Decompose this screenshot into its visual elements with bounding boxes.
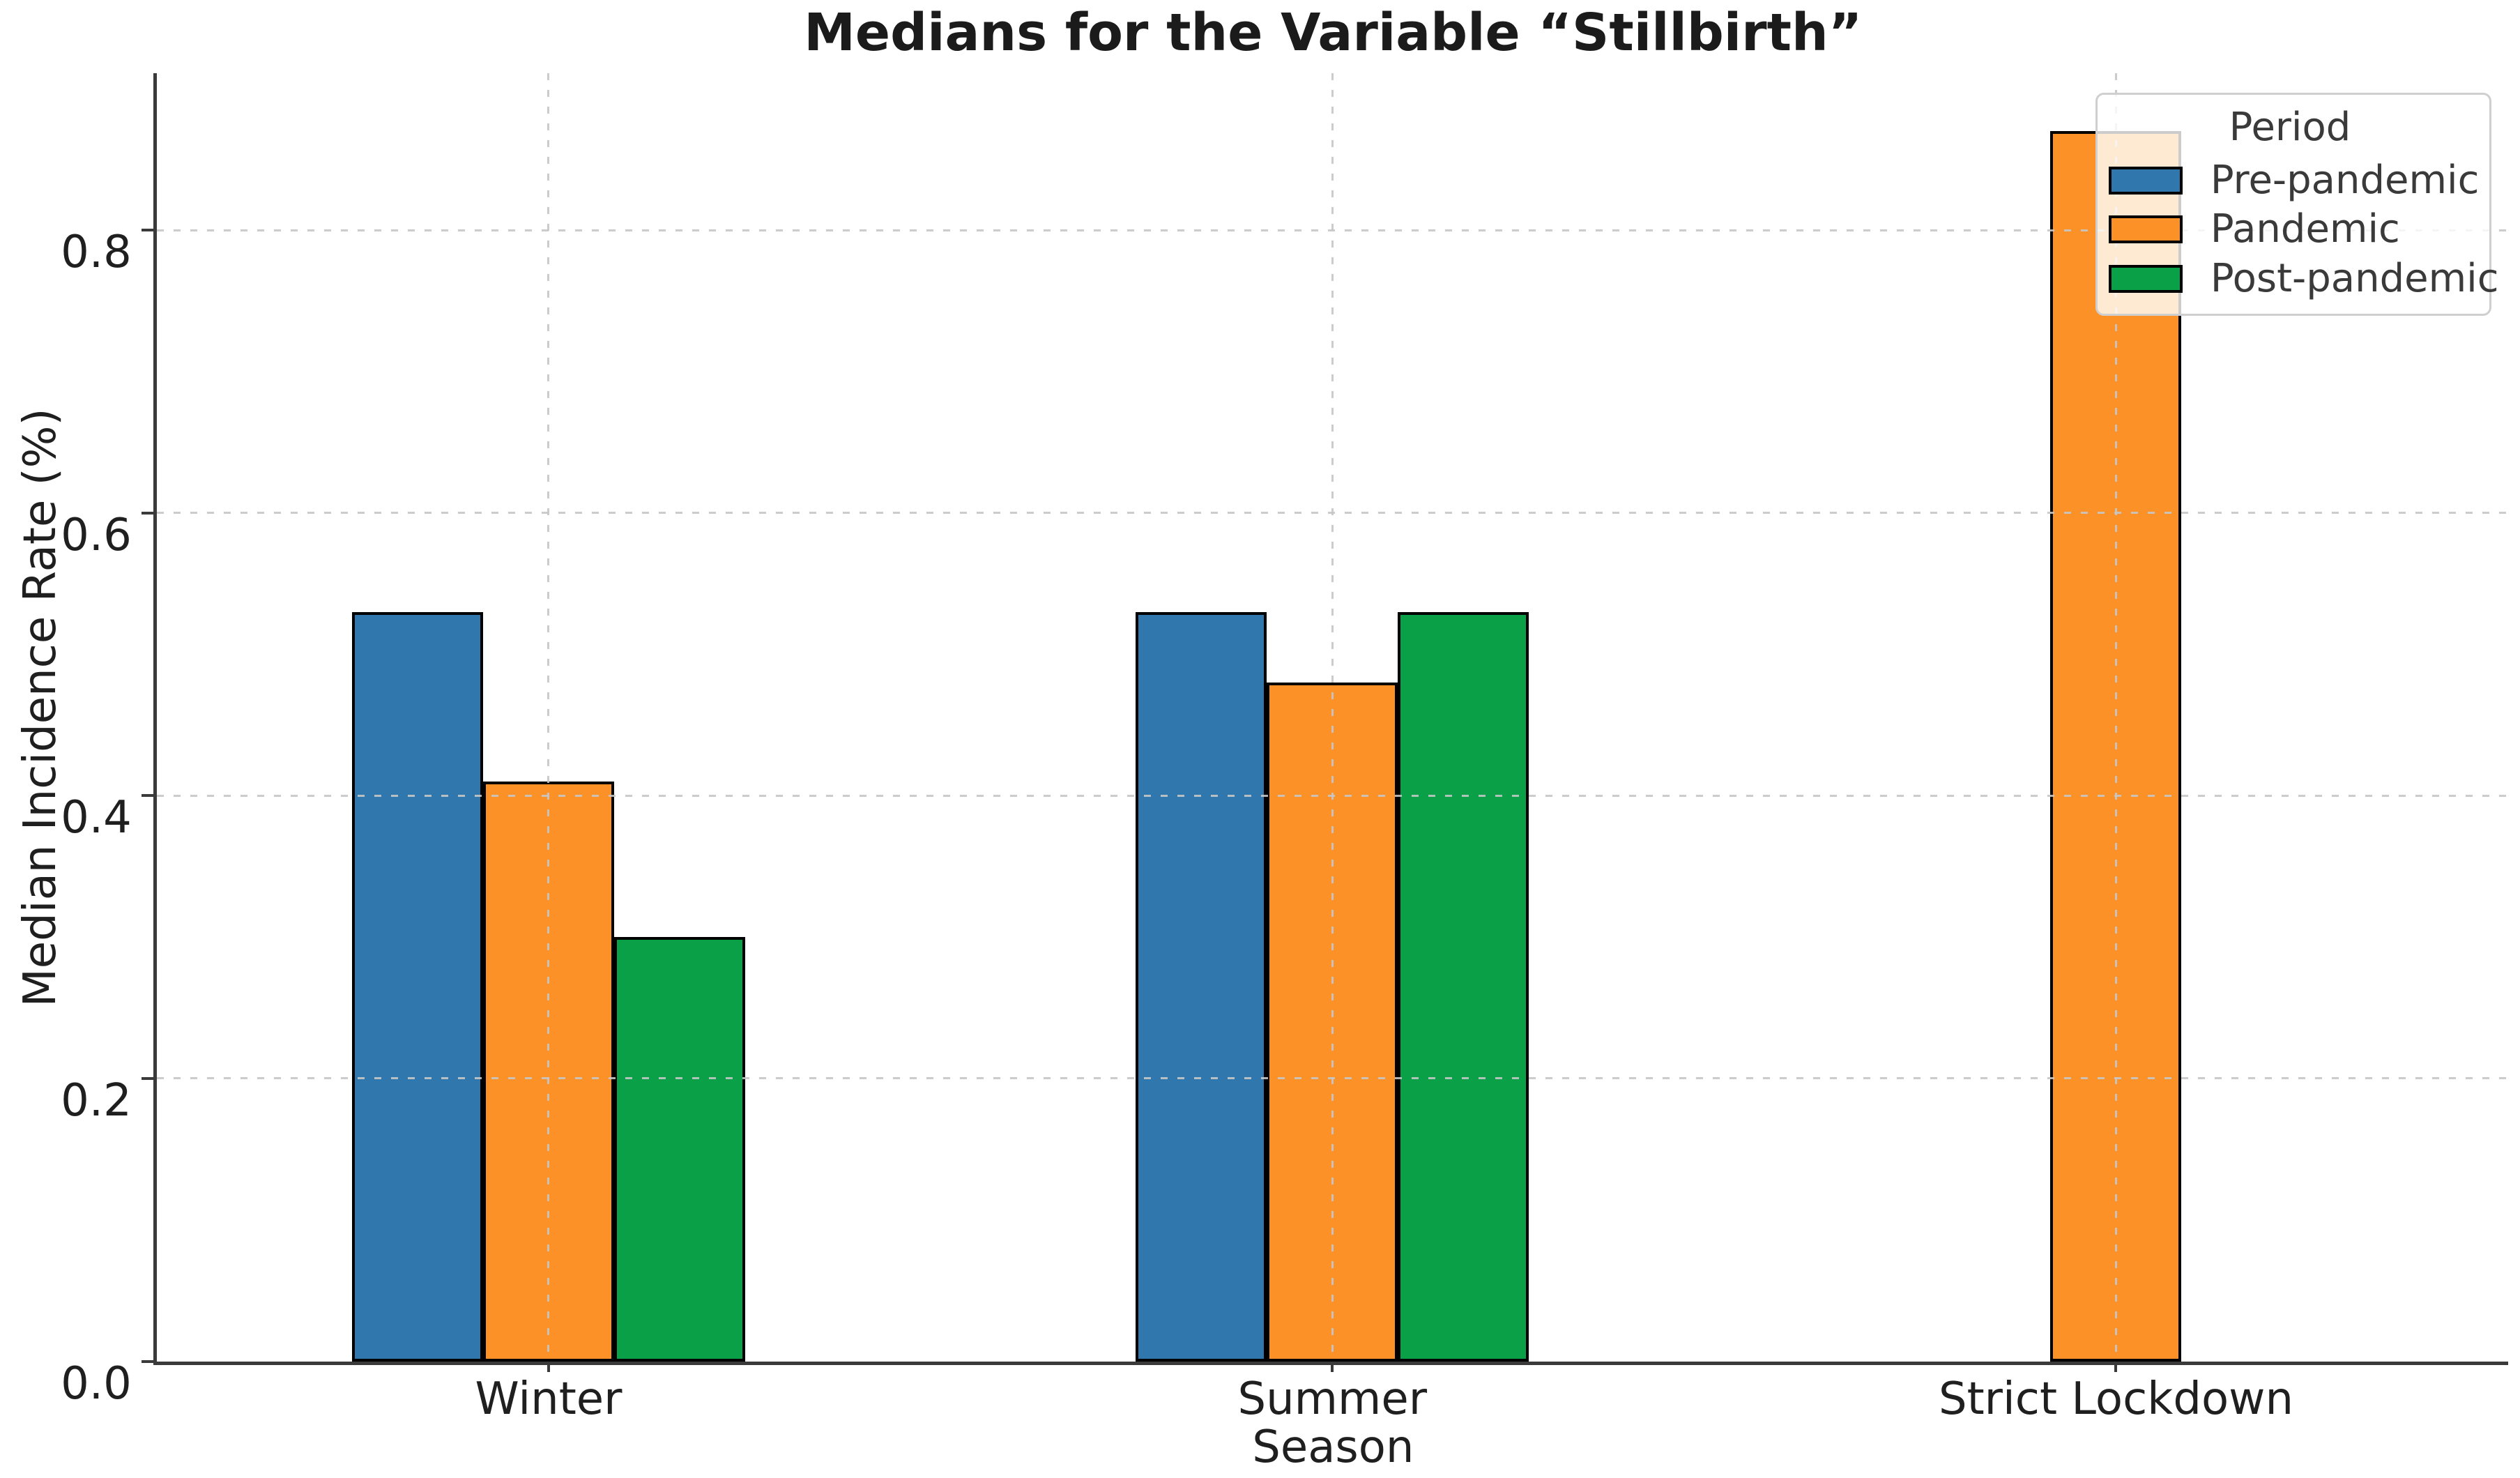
y-axis-title: Median Incidence Rate (%) (15, 409, 66, 1007)
y-tick-mark-0.4 (141, 794, 153, 798)
x-axis-title: Season (1252, 1421, 1414, 1473)
chart-title: Medians for the Variable “Stillbirth” (804, 3, 1863, 63)
y-tick-label-0.2: 0.2 (61, 1074, 132, 1127)
bar-post-pandemic-summer (1398, 611, 1529, 1362)
legend-item-pre-pandemic: Pre-pandemic (2108, 155, 2479, 205)
legend-item-label: Pre-pandemic (2210, 157, 2480, 203)
v-gridline-strict-lockdown (2114, 73, 2117, 1362)
legend: Period Pre-pandemic Pandemic Post-pandemic (2095, 92, 2499, 316)
legend-item-post-pandemic: Post-pandemic (2108, 254, 2499, 304)
legend-title: Period (2229, 104, 2351, 150)
x-tick-label-winter: Winter (475, 1373, 623, 1425)
y-tick-label-0.0: 0.0 (61, 1357, 132, 1410)
x-axis-spine (153, 1361, 2508, 1365)
legend-swatch-pre-pandemic (2108, 166, 2183, 195)
legend-swatch-pandemic (2108, 215, 2183, 244)
x-tick-mark-winter (547, 1361, 550, 1372)
bar-post-pandemic-winter (613, 937, 745, 1362)
v-gridline-winter (547, 73, 550, 1362)
y-tick-label-0.8: 0.8 (61, 227, 132, 279)
legend-item-label: Post-pandemic (2210, 256, 2499, 302)
y-tick-mark-0.2 (141, 1076, 153, 1080)
y-tick-mark-0 (141, 1359, 153, 1363)
v-gridline-summer (1331, 73, 1334, 1362)
bar-pre-pandemic-winter (351, 611, 483, 1362)
y-tick-mark-0.6 (141, 511, 153, 515)
bar-pre-pandemic-summer (1136, 611, 1267, 1362)
x-tick-mark-summer (1331, 1361, 1334, 1372)
y-tick-label-0.6: 0.6 (61, 509, 132, 561)
x-tick-label-summer: Summer (1237, 1373, 1428, 1425)
legend-item-pandemic: Pandemic (2108, 205, 2471, 254)
x-tick-label-strict-lockdown: Strict Lockdown (1938, 1373, 2294, 1425)
legend-swatch-post-pandemic (2108, 265, 2183, 294)
y-axis-spine (153, 73, 157, 1365)
y-tick-label-0.4: 0.4 (61, 792, 132, 844)
legend-item-label: Pandemic (2210, 206, 2400, 252)
y-tick-mark-0.8 (141, 229, 153, 232)
x-tick-mark-strict-lockdown (2114, 1361, 2118, 1372)
